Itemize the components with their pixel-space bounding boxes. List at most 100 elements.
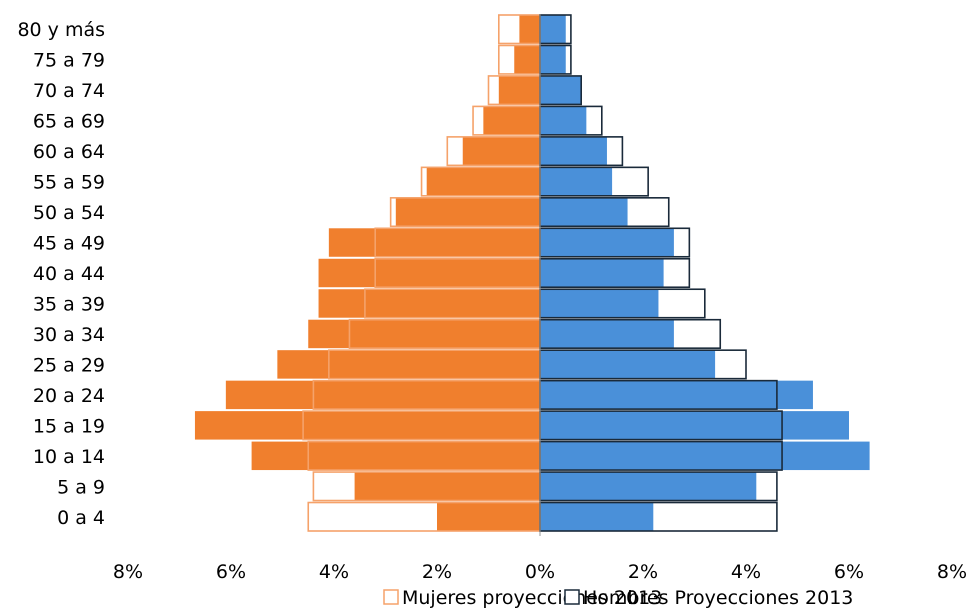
bar-hombres_filled-6 xyxy=(540,319,674,349)
age-label-14: 70 a 74 xyxy=(33,80,105,102)
bar-hombres_2013-3 xyxy=(539,410,783,441)
bar-mujeres_filled-2 xyxy=(251,441,540,471)
age-label-15: 75 a 79 xyxy=(33,50,105,72)
bar-hombres_filled-3 xyxy=(540,411,849,440)
bar-mujeres_2013-1 xyxy=(312,471,541,502)
bar-hombres_2013-0 xyxy=(539,501,778,532)
bar-hombres_2013-16 xyxy=(539,14,572,45)
bar-hombres_filled-1 xyxy=(540,472,757,501)
bar-hombres_filled-7 xyxy=(540,289,659,318)
bar-hombres_filled-4 xyxy=(540,380,813,410)
bar-mujeres_2013-3 xyxy=(302,410,541,441)
bar-hombres_filled-13 xyxy=(540,106,587,135)
bar-mujeres_2013-5 xyxy=(328,349,541,380)
bar-hombres_2013-10 xyxy=(539,197,670,228)
bar-hombres_filled-16 xyxy=(540,15,566,44)
bar-mujeres_2013-15 xyxy=(497,44,541,75)
bar-hombres_2013-9 xyxy=(539,227,691,258)
bar-mujeres_filled-13 xyxy=(483,106,540,135)
bar-hombres_filled-2 xyxy=(540,441,870,471)
bar-mujeres_filled-6 xyxy=(308,319,540,349)
x-tick-label-1: 6% xyxy=(216,561,246,583)
bar-mujeres_filled-12 xyxy=(462,136,540,166)
bar-mujeres_filled-5 xyxy=(277,350,540,379)
age-label-12: 60 a 64 xyxy=(33,141,105,163)
age-label-3: 15 a 19 xyxy=(33,415,105,437)
bar-hombres_filled-14 xyxy=(540,75,582,105)
bar-mujeres_filled-0 xyxy=(437,502,540,531)
age-label-5: 25 a 29 xyxy=(33,354,105,376)
x-tick-label-8: 8% xyxy=(937,561,967,583)
x-tick-label-3: 2% xyxy=(422,561,452,583)
bar-mujeres_filled-1 xyxy=(354,472,540,501)
bar-hombres_filled-5 xyxy=(540,350,716,379)
bar-hombres_2013-7 xyxy=(539,288,706,319)
bar-mujeres_2013-14 xyxy=(487,75,541,106)
bar-hombres_2013-6 xyxy=(539,318,722,349)
age-label-10: 50 a 54 xyxy=(33,202,105,224)
bar-hombres_2013-15 xyxy=(539,44,572,75)
bar-hombres_2013-5 xyxy=(539,349,747,380)
bar-hombres_2013-14 xyxy=(539,75,583,106)
age-label-4: 20 a 24 xyxy=(33,385,105,407)
x-tick-label-0: 8% xyxy=(113,561,143,583)
bar-mujeres_2013-8 xyxy=(374,257,541,289)
bar-mujeres_filled-3 xyxy=(194,411,540,440)
bar-mujeres_filled-11 xyxy=(426,167,540,196)
projection-outlines-layer xyxy=(302,14,783,532)
legend-swatch-mujeres xyxy=(383,589,399,605)
age-label-7: 35 a 39 xyxy=(33,293,105,315)
age-label-2: 10 a 14 xyxy=(33,446,105,468)
legend-label-mujeres: Mujeres proyecciones 2013 xyxy=(402,587,662,609)
bar-hombres_filled-12 xyxy=(540,136,607,166)
bar-mujeres_filled-8 xyxy=(318,258,540,288)
bar-hombres_filled-10 xyxy=(540,197,628,227)
bar-hombres_2013-11 xyxy=(539,166,649,197)
legend-label-hombres: Hombres Proyecciones 2013 xyxy=(583,587,853,609)
bar-hombres_2013-12 xyxy=(539,136,624,167)
x-tick-label-7: 6% xyxy=(834,561,864,583)
age-label-1: 5 a 9 xyxy=(57,476,105,498)
bar-mujeres_filled-16 xyxy=(519,15,540,44)
bar-mujeres_2013-10 xyxy=(389,197,541,228)
legend-item-hombres: Hombres Proyecciones 2013 xyxy=(564,587,853,609)
age-label-0: 0 a 4 xyxy=(57,507,105,529)
x-tick-label-4: 0% xyxy=(525,561,555,583)
age-label-16: 80 y más xyxy=(17,19,105,41)
x-tick-label-6: 4% xyxy=(731,561,761,583)
bar-hombres_2013-2 xyxy=(539,440,783,471)
bars-layer xyxy=(194,15,870,531)
bar-hombres_filled-9 xyxy=(540,228,674,257)
x-axis: 8% 6% 4% 2% 0% 2% 4% 6% 8% xyxy=(113,561,967,583)
bar-mujeres_filled-7 xyxy=(318,289,540,318)
bar-hombres_filled-11 xyxy=(540,167,613,196)
age-label-8: 40 a 44 xyxy=(33,263,105,285)
bar-hombres_2013-4 xyxy=(539,379,778,410)
bar-mujeres_2013-11 xyxy=(420,166,541,197)
bar-mujeres_2013-9 xyxy=(374,227,541,258)
bar-mujeres_2013-4 xyxy=(312,379,541,410)
bar-mujeres_2013-0 xyxy=(307,501,541,532)
age-label-6: 30 a 34 xyxy=(33,324,105,346)
bar-mujeres_2013-16 xyxy=(497,14,541,45)
age-label-9: 45 a 49 xyxy=(33,233,105,255)
bar-hombres_filled-8 xyxy=(540,258,664,288)
bar-mujeres_filled-4 xyxy=(225,380,540,410)
legend-swatch-hombres xyxy=(564,589,580,605)
bar-hombres_filled-15 xyxy=(540,45,566,74)
legend-item-mujeres: Mujeres proyecciones 2013 xyxy=(383,587,662,609)
legend: Mujeres proyecciones 2013 Hombres Proyec… xyxy=(383,587,853,609)
bar-hombres_2013-1 xyxy=(539,471,778,502)
bar-mujeres_2013-13 xyxy=(472,105,541,136)
bar-mujeres_2013-7 xyxy=(364,288,541,319)
x-tick-label-5: 2% xyxy=(628,561,658,583)
bar-mujeres_2013-12 xyxy=(446,136,541,167)
bar-mujeres_filled-10 xyxy=(395,197,540,227)
age-group-labels: 0 a 4 5 a 9 10 a 14 15 a 19 20 a 24 25 a 29 30… xyxy=(17,19,105,529)
bar-mujeres_filled-15 xyxy=(514,45,540,74)
age-label-11: 55 a 59 xyxy=(33,172,105,194)
x-tick-label-2: 4% xyxy=(319,561,349,583)
bar-hombres_2013-8 xyxy=(539,257,691,289)
bar-mujeres_2013-6 xyxy=(348,318,541,349)
